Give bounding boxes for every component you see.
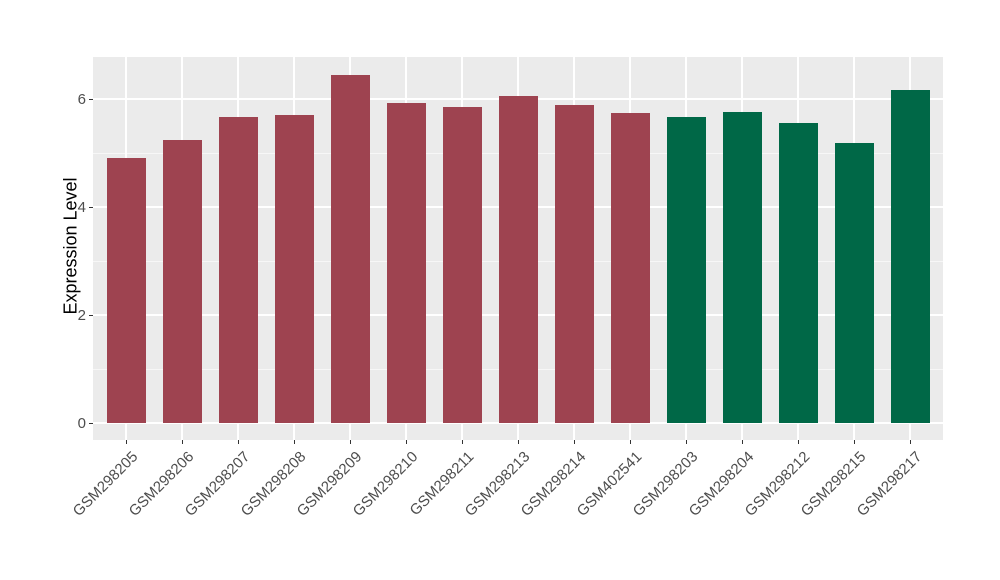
y-tick-label-4: 4: [77, 198, 86, 216]
x-tick-mark-GSM298217: [909, 440, 911, 444]
x-tick-mark-GSM298207: [237, 440, 239, 444]
bar-GSM298207: [218, 117, 258, 423]
bar-GSM298211: [442, 107, 482, 423]
bar-GSM298208: [274, 115, 314, 423]
bar-GSM298213: [498, 96, 538, 423]
x-tick-mark-GSM298204: [741, 440, 743, 444]
bar-GSM298215: [834, 143, 874, 423]
y-tick-label-2: 2: [77, 306, 86, 324]
x-tick-mark-GSM298206: [181, 440, 183, 444]
y-tick-label-6: 6: [77, 90, 86, 108]
x-tick-mark-GSM298213: [517, 440, 519, 444]
bar-GSM298204: [722, 111, 762, 423]
x-tick-mark-GSM298208: [293, 440, 295, 444]
y-tick-mark-4: [89, 206, 93, 208]
bar-GSM298205: [106, 157, 146, 423]
bar-GSM298212: [778, 123, 818, 423]
y-tick-mark-2: [89, 314, 93, 316]
x-tick-mark-GSM402541: [629, 440, 631, 444]
x-tick-mark-GSM298203: [685, 440, 687, 444]
x-tick-mark-GSM298214: [573, 440, 575, 444]
bar-GSM298203: [666, 116, 706, 423]
bar-GSM298210: [386, 102, 426, 423]
y-tick-mark-6: [89, 98, 93, 100]
y-axis-title: Expression Level: [60, 177, 81, 315]
plot-panel: [93, 57, 943, 440]
x-tick-mark-GSM298215: [853, 440, 855, 444]
y-tick-mark-0: [89, 422, 93, 424]
bar-GSM298206: [162, 139, 202, 423]
bar-GSM298217: [890, 90, 930, 423]
y-tick-label-0: 0: [77, 414, 86, 432]
x-tick-mark-GSM298205: [125, 440, 127, 444]
bar-GSM298209: [330, 74, 370, 423]
x-tick-mark-GSM298212: [797, 440, 799, 444]
x-tick-mark-GSM298211: [461, 440, 463, 444]
x-tick-mark-GSM298210: [405, 440, 407, 444]
bar-GSM298214: [554, 105, 594, 423]
x-tick-mark-GSM298209: [349, 440, 351, 444]
bar-GSM402541: [610, 113, 650, 423]
